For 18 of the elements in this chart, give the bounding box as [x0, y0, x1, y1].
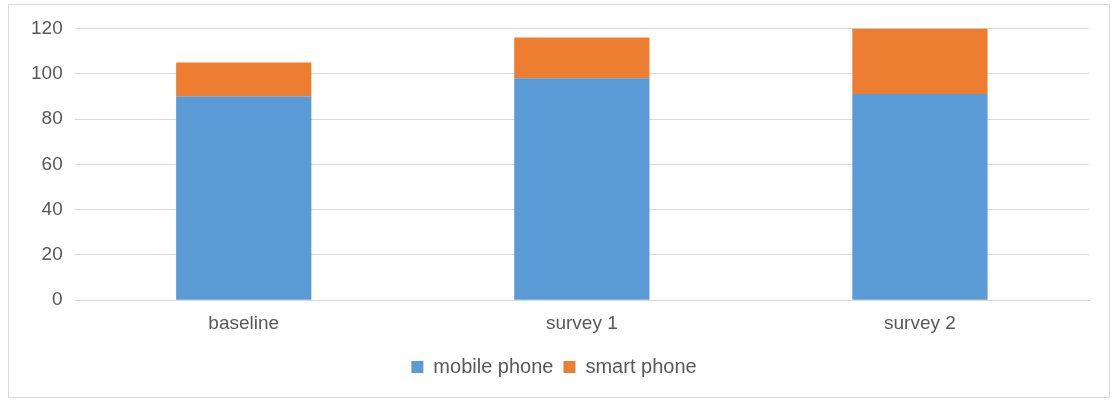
x-tick-label: survey 2 — [884, 311, 956, 333]
y-tick-label: 100 — [31, 61, 63, 83]
bar — [514, 78, 650, 300]
bar — [176, 62, 312, 97]
legend-label: smart phone — [585, 354, 697, 377]
bar — [176, 96, 312, 300]
legend-label: mobile phone — [433, 354, 554, 377]
y-tick-label: 20 — [41, 243, 63, 265]
bar — [514, 37, 650, 79]
y-tick-label: 0 — [52, 288, 63, 310]
y-tick-label: 120 — [31, 16, 63, 38]
y-tick-label: 40 — [41, 197, 63, 219]
x-tick-label: baseline — [208, 311, 280, 333]
x-tick-label: survey 1 — [545, 311, 618, 333]
y-tick-label: 60 — [41, 152, 63, 174]
bar — [852, 94, 988, 300]
y-tick-label: 80 — [41, 107, 63, 129]
bar — [852, 28, 988, 95]
